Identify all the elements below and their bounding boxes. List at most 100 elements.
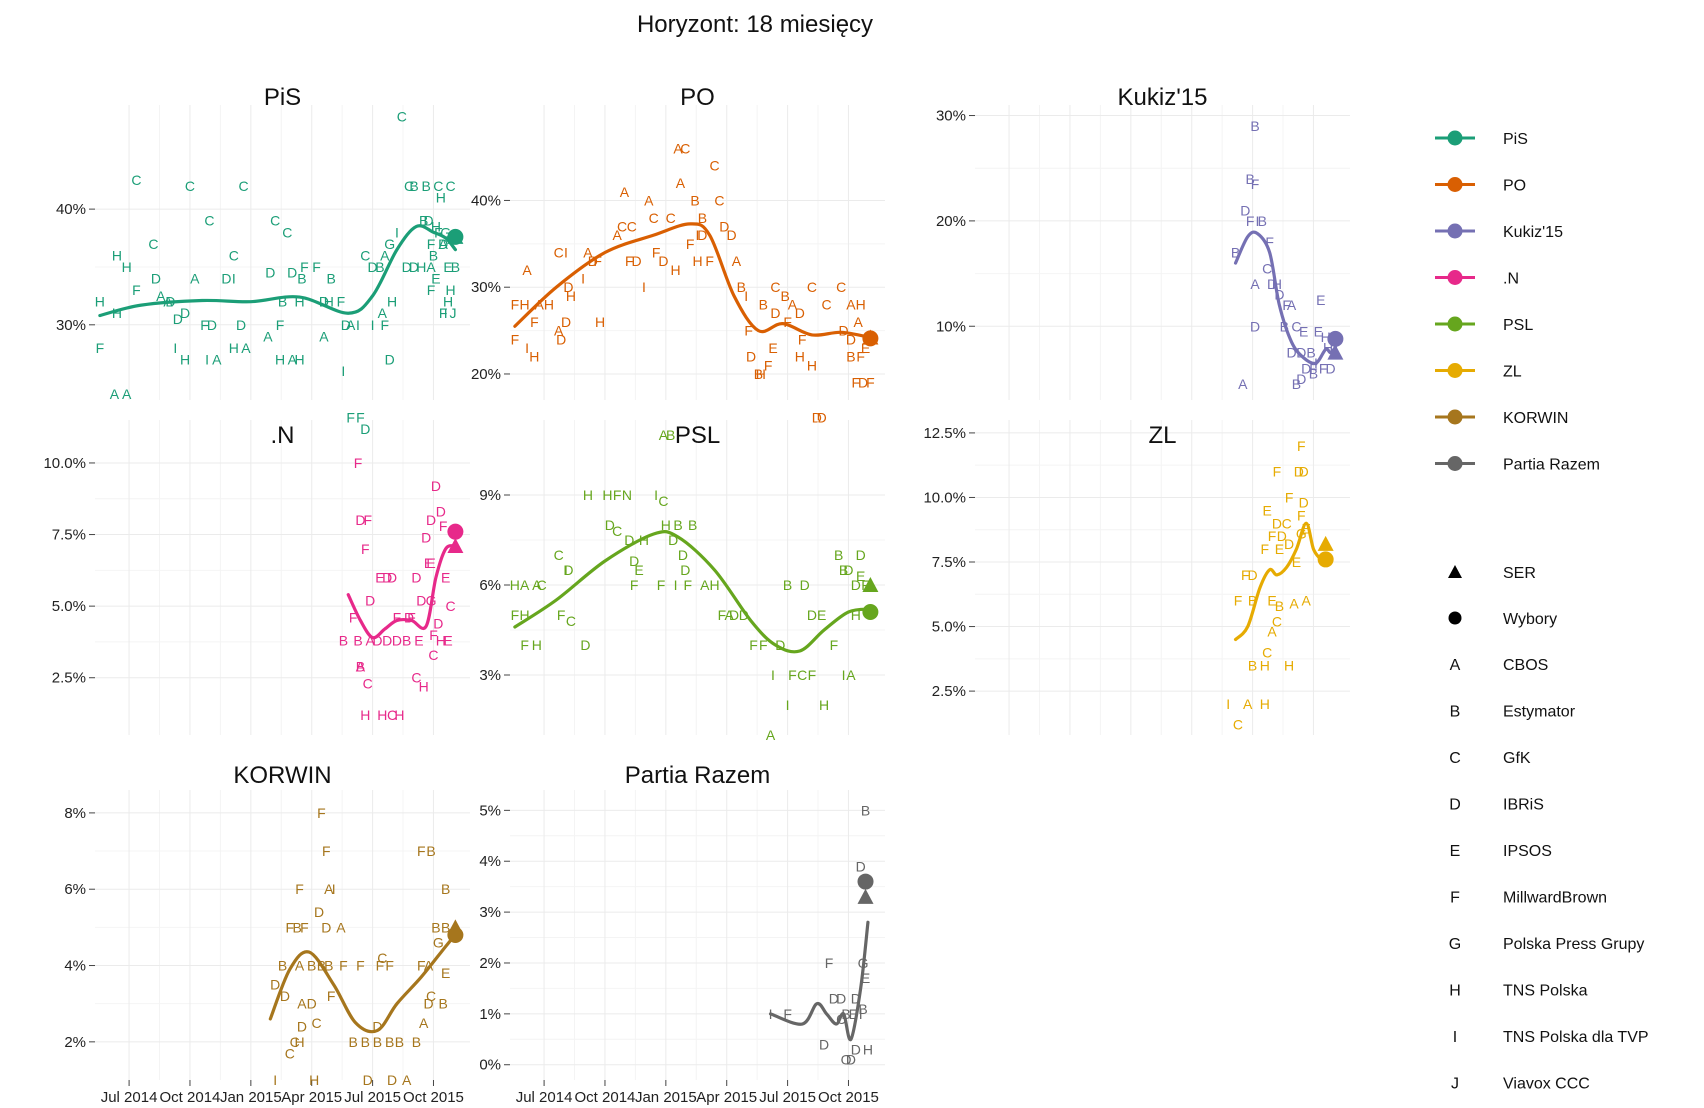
poll-point: D xyxy=(1286,345,1296,361)
poll-point: O xyxy=(841,1052,852,1068)
poll-point: F xyxy=(1319,360,1328,376)
poll-point: C xyxy=(709,158,719,174)
y-tick-label: 20% xyxy=(936,213,966,230)
poll-point: I xyxy=(1226,696,1230,712)
poll-point: D xyxy=(680,562,690,578)
poll-point: F xyxy=(1297,438,1306,454)
poll-point: H xyxy=(795,349,805,365)
poll-point: H xyxy=(807,357,817,373)
poll-point: B xyxy=(375,259,384,275)
poll-point: D xyxy=(387,1072,397,1088)
poll-point: D xyxy=(1267,276,1277,292)
trend-line xyxy=(346,544,457,640)
poll-point: D xyxy=(207,317,217,333)
poll-point: C xyxy=(1282,515,1292,531)
poll-point: D xyxy=(426,512,436,528)
poll-point: I xyxy=(642,279,646,295)
poll-point: F xyxy=(1241,567,1250,583)
poll-point: B xyxy=(846,349,855,365)
poll-point: I xyxy=(786,697,790,713)
poll-point: F xyxy=(851,375,860,391)
poll-point: D xyxy=(1296,371,1306,387)
poll-point: F xyxy=(434,224,443,240)
poll-point: C xyxy=(238,178,248,194)
poll-point: D xyxy=(563,279,573,295)
poll-point: C xyxy=(612,523,622,539)
legend-label: Estymator xyxy=(1503,704,1576,721)
poll-point: A xyxy=(356,658,366,674)
poll-point: H xyxy=(294,294,304,310)
poll-point: C xyxy=(537,577,547,593)
poll-point: B xyxy=(324,958,333,974)
y-tick-label: 20% xyxy=(471,366,501,383)
poll-point: D xyxy=(382,570,392,586)
poll-point: D xyxy=(1248,567,1258,583)
poll-point: F xyxy=(593,253,602,269)
poll-point: A xyxy=(241,340,251,356)
poll-point: I xyxy=(371,317,375,333)
poll-point: H xyxy=(819,697,829,713)
poll-point: I xyxy=(332,881,336,897)
poll-point: A xyxy=(554,323,564,339)
poll-point: F xyxy=(317,805,326,821)
panel-partiarazem: 0% 1% 2% 3% 4% 5% Partia Razem Jul 2014 Oct 2014… xyxy=(479,762,885,1106)
poll-point: I xyxy=(654,487,658,503)
poll-point: H xyxy=(1260,696,1270,712)
poll-point: F xyxy=(625,253,634,269)
poll-point: D xyxy=(851,991,861,1007)
poll-point: A xyxy=(319,328,329,344)
poll-point: H xyxy=(229,340,239,356)
legend-label: Kukiz'15 xyxy=(1503,224,1563,241)
poll-point: A xyxy=(426,259,436,275)
poll-point: C xyxy=(566,613,576,629)
panel-title: PSL xyxy=(675,422,720,449)
poll-point: D xyxy=(580,637,590,653)
poll-point: A xyxy=(419,1015,429,1031)
poll-point: D xyxy=(1277,528,1287,544)
poll-point: C xyxy=(377,950,387,966)
poll-point: F xyxy=(417,843,426,859)
poll-point: D xyxy=(387,570,397,586)
poll-point: C xyxy=(554,547,564,563)
poll-point: F xyxy=(783,314,792,330)
ser-marker xyxy=(1317,535,1334,551)
poll-point: F xyxy=(322,843,331,859)
poll-point: C xyxy=(836,279,846,295)
poll-point: F xyxy=(630,577,639,593)
poll-point: F xyxy=(349,610,358,626)
wybory-marker xyxy=(447,927,464,943)
poll-point: F xyxy=(557,607,566,623)
legend-label: IBRiS xyxy=(1503,797,1544,814)
poll-point: B xyxy=(348,1034,357,1050)
poll-point: A xyxy=(402,1072,412,1088)
poll-point: D xyxy=(795,305,805,321)
y-tick-label: 3% xyxy=(479,904,501,921)
panel-title: .N xyxy=(271,422,295,449)
legend-code: B xyxy=(1450,704,1461,721)
poll-point: F xyxy=(312,259,321,275)
poll-point: H xyxy=(275,352,285,368)
poll-point: B xyxy=(1245,171,1254,187)
poll-point: A xyxy=(532,577,542,593)
poll-point: C xyxy=(229,247,239,263)
poll-point: H xyxy=(583,487,593,503)
poll-point: E xyxy=(1299,324,1308,340)
poll-point: F xyxy=(96,340,105,356)
poll-point: D xyxy=(770,305,780,321)
poll-point: D xyxy=(1250,318,1260,334)
poll-point: B xyxy=(412,1034,421,1050)
ser-marker xyxy=(862,577,879,592)
y-tick-label: 2% xyxy=(479,955,501,972)
y-tick-label: 5.0% xyxy=(932,619,966,636)
poll-point: C xyxy=(821,297,831,313)
poll-point: F xyxy=(327,988,336,1004)
poll-point: B xyxy=(673,517,682,533)
poll-point: D xyxy=(436,504,446,520)
poll-point: F xyxy=(1273,464,1282,480)
poll-point: F xyxy=(825,955,834,971)
panel-korwin: 2% 4% 6% 8% KORWIN Jul 2014 Oct 2014 Jan 2015 Ap… xyxy=(64,762,470,1106)
poll-point: E xyxy=(768,340,777,356)
poll-point: H xyxy=(294,1034,304,1050)
poll-point: B xyxy=(409,178,418,194)
